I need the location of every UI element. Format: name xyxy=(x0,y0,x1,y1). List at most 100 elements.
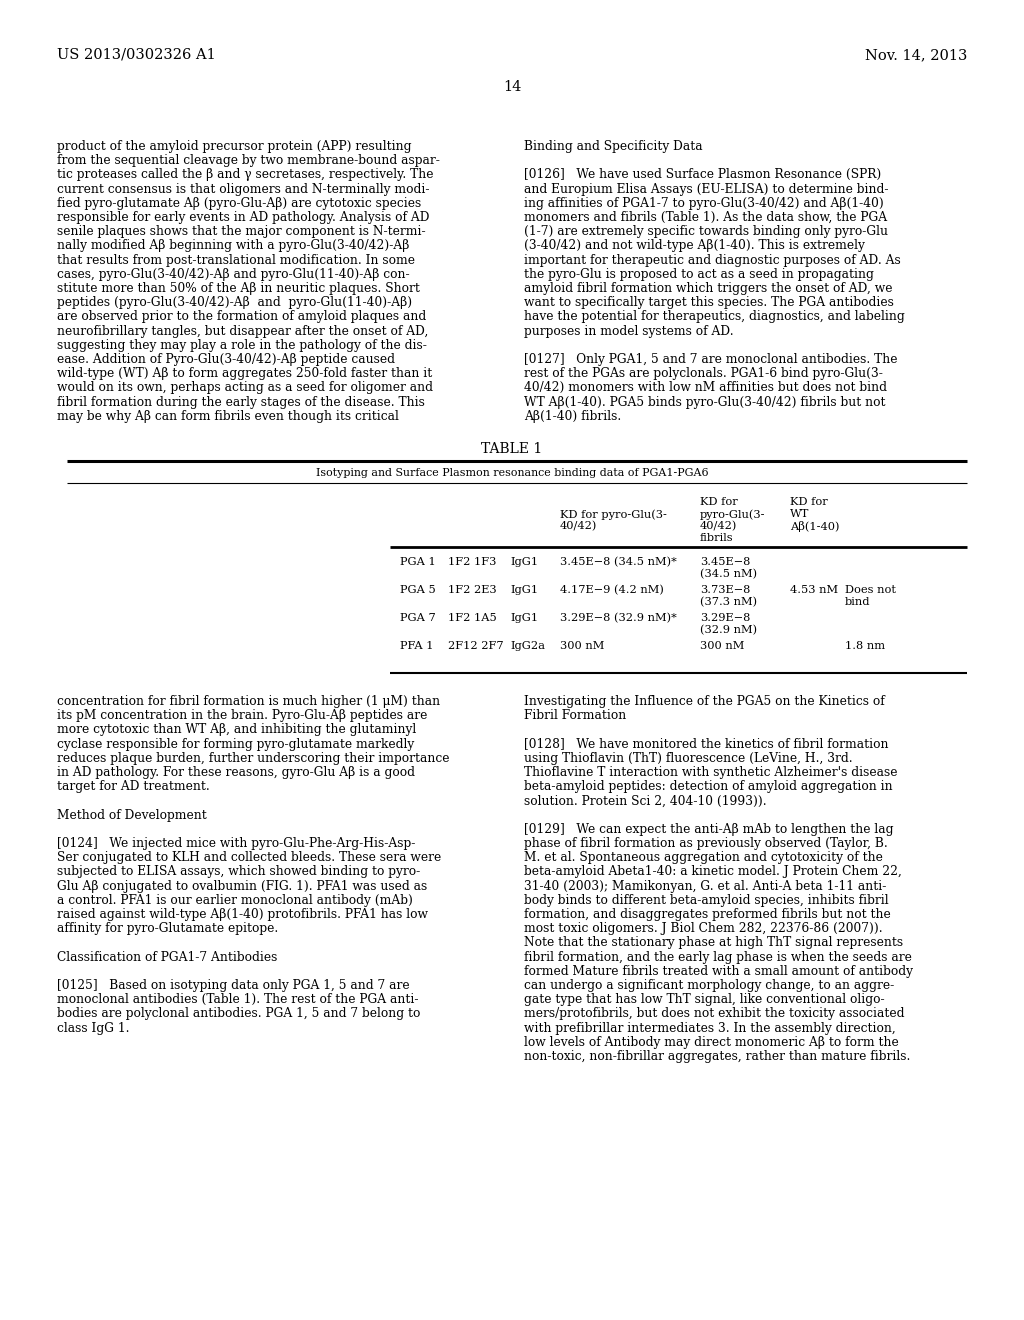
Text: Ser conjugated to KLH and collected bleeds. These sera were: Ser conjugated to KLH and collected blee… xyxy=(57,851,441,865)
Text: cases, pyro-Glu(3-40/42)-Aβ and pyro-Glu(11-40)-Aβ con-: cases, pyro-Glu(3-40/42)-Aβ and pyro-Glu… xyxy=(57,268,410,281)
Text: 300 nM: 300 nM xyxy=(700,642,744,651)
Text: using Thioflavin (ThT) fluorescence (LeVine, H., 3rd.: using Thioflavin (ThT) fluorescence (LeV… xyxy=(524,752,853,764)
Text: senile plaques shows that the major component is N-termi-: senile plaques shows that the major comp… xyxy=(57,226,426,238)
Text: (32.9 nM): (32.9 nM) xyxy=(700,624,757,635)
Text: neurofibrillary tangles, but disappear after the onset of AD,: neurofibrillary tangles, but disappear a… xyxy=(57,325,428,338)
Text: beta-amyloid Abeta1-40: a kinetic model. J Protein Chem 22,: beta-amyloid Abeta1-40: a kinetic model.… xyxy=(524,866,902,878)
Text: pyro-Glu(3-: pyro-Glu(3- xyxy=(700,510,766,520)
Text: 40/42) monomers with low nM affinities but does not bind: 40/42) monomers with low nM affinities b… xyxy=(524,381,887,395)
Text: ing affinities of PGA1-7 to pyro-Glu(3-40/42) and Aβ(1-40): ing affinities of PGA1-7 to pyro-Glu(3-4… xyxy=(524,197,884,210)
Text: affinity for pyro-Glutamate epitope.: affinity for pyro-Glutamate epitope. xyxy=(57,923,279,935)
Text: a control. PFA1 is our earlier monoclonal antibody (mAb): a control. PFA1 is our earlier monoclona… xyxy=(57,894,413,907)
Text: product of the amyloid precursor protein (APP) resulting: product of the amyloid precursor protein… xyxy=(57,140,412,153)
Text: Nov. 14, 2013: Nov. 14, 2013 xyxy=(864,48,967,62)
Text: phase of fibril formation as previously observed (Taylor, B.: phase of fibril formation as previously … xyxy=(524,837,888,850)
Text: 3.29E−8: 3.29E−8 xyxy=(700,612,751,623)
Text: monoclonal antibodies (Table 1). The rest of the PGA anti-: monoclonal antibodies (Table 1). The res… xyxy=(57,993,419,1006)
Text: [0124]   We injected mice with pyro-Glu-Phe-Arg-His-Asp-: [0124] We injected mice with pyro-Glu-Ph… xyxy=(57,837,416,850)
Text: that results from post-translational modification. In some: that results from post-translational mod… xyxy=(57,253,415,267)
Text: important for therapeutic and diagnostic purposes of AD. As: important for therapeutic and diagnostic… xyxy=(524,253,901,267)
Text: purposes in model systems of AD.: purposes in model systems of AD. xyxy=(524,325,733,338)
Text: WT Aβ(1-40). PGA5 binds pyro-Glu(3-40/42) fibrils but not: WT Aβ(1-40). PGA5 binds pyro-Glu(3-40/42… xyxy=(524,396,886,409)
Text: and Europium Elisa Assays (EU-ELISA) to determine bind-: and Europium Elisa Assays (EU-ELISA) to … xyxy=(524,182,889,195)
Text: Isotyping and Surface Plasmon resonance binding data of PGA1-PGA6: Isotyping and Surface Plasmon resonance … xyxy=(315,469,709,478)
Text: Thioflavine T interaction with synthetic Alzheimer's disease: Thioflavine T interaction with synthetic… xyxy=(524,766,897,779)
Text: Investigating the Influence of the PGA5 on the Kinetics of: Investigating the Influence of the PGA5 … xyxy=(524,696,885,708)
Text: 31-40 (2003); Mamikonyan, G. et al. Anti-A beta 1-11 anti-: 31-40 (2003); Mamikonyan, G. et al. Anti… xyxy=(524,879,887,892)
Text: the pyro-Glu is proposed to act as a seed in propagating: the pyro-Glu is proposed to act as a see… xyxy=(524,268,873,281)
Text: 1.8 nm: 1.8 nm xyxy=(845,642,885,651)
Text: reduces plaque burden, further underscoring their importance: reduces plaque burden, further underscor… xyxy=(57,752,450,764)
Text: IgG1: IgG1 xyxy=(510,612,539,623)
Text: ease. Addition of Pyro-Glu(3-40/42)-Aβ peptide caused: ease. Addition of Pyro-Glu(3-40/42)-Aβ p… xyxy=(57,352,395,366)
Text: Classification of PGA1-7 Antibodies: Classification of PGA1-7 Antibodies xyxy=(57,950,278,964)
Text: non-toxic, non-fibrillar aggregates, rather than mature fibrils.: non-toxic, non-fibrillar aggregates, rat… xyxy=(524,1049,910,1063)
Text: 4.17E−9 (4.2 nM): 4.17E−9 (4.2 nM) xyxy=(560,585,664,595)
Text: suggesting they may play a role in the pathology of the dis-: suggesting they may play a role in the p… xyxy=(57,339,427,352)
Text: amyloid fibril formation which triggers the onset of AD, we: amyloid fibril formation which triggers … xyxy=(524,282,893,294)
Text: from the sequential cleavage by two membrane-bound aspar-: from the sequential cleavage by two memb… xyxy=(57,154,440,168)
Text: low levels of Antibody may direct monomeric Aβ to form the: low levels of Antibody may direct monome… xyxy=(524,1036,899,1049)
Text: peptides (pyro-Glu(3-40/42)-Aβ  and  pyro-Glu(11-40)-Aβ): peptides (pyro-Glu(3-40/42)-Aβ and pyro-… xyxy=(57,296,412,309)
Text: IgG1: IgG1 xyxy=(510,585,539,595)
Text: want to specifically target this species. The PGA antibodies: want to specifically target this species… xyxy=(524,296,894,309)
Text: WT: WT xyxy=(790,510,809,519)
Text: body binds to different beta-amyloid species, inhibits fibril: body binds to different beta-amyloid spe… xyxy=(524,894,889,907)
Text: formation, and disaggregates preformed fibrils but not the: formation, and disaggregates preformed f… xyxy=(524,908,891,921)
Text: (37.3 nM): (37.3 nM) xyxy=(700,597,757,607)
Text: (34.5 nM): (34.5 nM) xyxy=(700,569,757,579)
Text: with prefibrillar intermediates 3. In the assembly direction,: with prefibrillar intermediates 3. In th… xyxy=(524,1022,896,1035)
Text: bodies are polyclonal antibodies. PGA 1, 5 and 7 belong to: bodies are polyclonal antibodies. PGA 1,… xyxy=(57,1007,421,1020)
Text: US 2013/0302326 A1: US 2013/0302326 A1 xyxy=(57,48,216,62)
Text: may be why Aβ can form fibrils even though its critical: may be why Aβ can form fibrils even thou… xyxy=(57,409,399,422)
Text: would on its own, perhaps acting as a seed for oligomer and: would on its own, perhaps acting as a se… xyxy=(57,381,433,395)
Text: Binding and Specificity Data: Binding and Specificity Data xyxy=(524,140,702,153)
Text: fibril formation during the early stages of the disease. This: fibril formation during the early stages… xyxy=(57,396,425,409)
Text: monomers and fibrils (Table 1). As the data show, the PGA: monomers and fibrils (Table 1). As the d… xyxy=(524,211,887,224)
Text: PGA 1: PGA 1 xyxy=(400,557,436,568)
Text: mers/protofibrils, but does not exhibit the toxicity associated: mers/protofibrils, but does not exhibit … xyxy=(524,1007,904,1020)
Text: can undergo a significant morphology change, to an aggre-: can undergo a significant morphology cha… xyxy=(524,979,894,993)
Text: 300 nM: 300 nM xyxy=(560,642,604,651)
Text: PFA 1: PFA 1 xyxy=(400,642,433,651)
Text: fibrils: fibrils xyxy=(700,533,733,543)
Text: [0125]   Based on isotyping data only PGA 1, 5 and 7 are: [0125] Based on isotyping data only PGA … xyxy=(57,979,410,993)
Text: 1F2 1A5: 1F2 1A5 xyxy=(449,612,497,623)
Text: gate type that has low ThT signal, like conventional oligo-: gate type that has low ThT signal, like … xyxy=(524,993,885,1006)
Text: current consensus is that oligomers and N-terminally modi-: current consensus is that oligomers and … xyxy=(57,182,429,195)
Text: fibril formation, and the early lag phase is when the seeds are: fibril formation, and the early lag phas… xyxy=(524,950,912,964)
Text: nally modified Aβ beginning with a pyro-Glu(3-40/42)-Aβ: nally modified Aβ beginning with a pyro-… xyxy=(57,239,410,252)
Text: KD for: KD for xyxy=(790,498,827,507)
Text: 2F12 2F7: 2F12 2F7 xyxy=(449,642,504,651)
Text: raised against wild-type Aβ(1-40) protofibrils. PFA1 has low: raised against wild-type Aβ(1-40) protof… xyxy=(57,908,428,921)
Text: subjected to ELISA assays, which showed binding to pyro-: subjected to ELISA assays, which showed … xyxy=(57,866,420,878)
Text: [0127]   Only PGA1, 5 and 7 are monoclonal antibodies. The: [0127] Only PGA1, 5 and 7 are monoclonal… xyxy=(524,352,897,366)
Text: IgG2a: IgG2a xyxy=(510,642,545,651)
Text: 3.45E−8: 3.45E−8 xyxy=(700,557,751,568)
Text: most toxic oligomers. J Biol Chem 282, 22376-86 (2007)).: most toxic oligomers. J Biol Chem 282, 2… xyxy=(524,923,883,935)
Text: concentration for fibril formation is much higher (1 μM) than: concentration for fibril formation is mu… xyxy=(57,696,440,708)
Text: in AD pathology. For these reasons, gyro-Glu Aβ is a good: in AD pathology. For these reasons, gyro… xyxy=(57,766,415,779)
Text: responsible for early events in AD pathology. Analysis of AD: responsible for early events in AD patho… xyxy=(57,211,429,224)
Text: [0129]   We can expect the anti-Aβ mAb to lengthen the lag: [0129] We can expect the anti-Aβ mAb to … xyxy=(524,822,894,836)
Text: Aβ(1-40): Aβ(1-40) xyxy=(790,521,840,532)
Text: Aβ(1-40) fibrils.: Aβ(1-40) fibrils. xyxy=(524,409,622,422)
Text: [0126]   We have used Surface Plasmon Resonance (SPR): [0126] We have used Surface Plasmon Reso… xyxy=(524,169,882,181)
Text: Glu Aβ conjugated to ovalbumin (FIG. 1). PFA1 was used as: Glu Aβ conjugated to ovalbumin (FIG. 1).… xyxy=(57,879,427,892)
Text: PGA 7: PGA 7 xyxy=(400,612,436,623)
Text: (3-40/42) and not wild-type Aβ(1-40). This is extremely: (3-40/42) and not wild-type Aβ(1-40). Th… xyxy=(524,239,865,252)
Text: cyclase responsible for forming pyro-glutamate markedly: cyclase responsible for forming pyro-glu… xyxy=(57,738,415,751)
Text: 1F2 2E3: 1F2 2E3 xyxy=(449,585,497,595)
Text: target for AD treatment.: target for AD treatment. xyxy=(57,780,210,793)
Text: (1-7) are extremely specific towards binding only pyro-Glu: (1-7) are extremely specific towards bin… xyxy=(524,226,888,238)
Text: 4.53 nM: 4.53 nM xyxy=(790,585,838,595)
Text: wild-type (WT) Aβ to form aggregates 250-fold faster than it: wild-type (WT) Aβ to form aggregates 250… xyxy=(57,367,432,380)
Text: its pM concentration in the brain. Pyro-Glu-Aβ peptides are: its pM concentration in the brain. Pyro-… xyxy=(57,709,427,722)
Text: Fibril Formation: Fibril Formation xyxy=(524,709,627,722)
Text: solution. Protein Sci 2, 404-10 (1993)).: solution. Protein Sci 2, 404-10 (1993)). xyxy=(524,795,767,808)
Text: 40/42): 40/42) xyxy=(700,521,737,532)
Text: M. et al. Spontaneous aggregation and cytotoxicity of the: M. et al. Spontaneous aggregation and cy… xyxy=(524,851,883,865)
Text: stitute more than 50% of the Aβ in neuritic plaques. Short: stitute more than 50% of the Aβ in neuri… xyxy=(57,282,420,294)
Text: have the potential for therapeutics, diagnostics, and labeling: have the potential for therapeutics, dia… xyxy=(524,310,905,323)
Text: are observed prior to the formation of amyloid plaques and: are observed prior to the formation of a… xyxy=(57,310,426,323)
